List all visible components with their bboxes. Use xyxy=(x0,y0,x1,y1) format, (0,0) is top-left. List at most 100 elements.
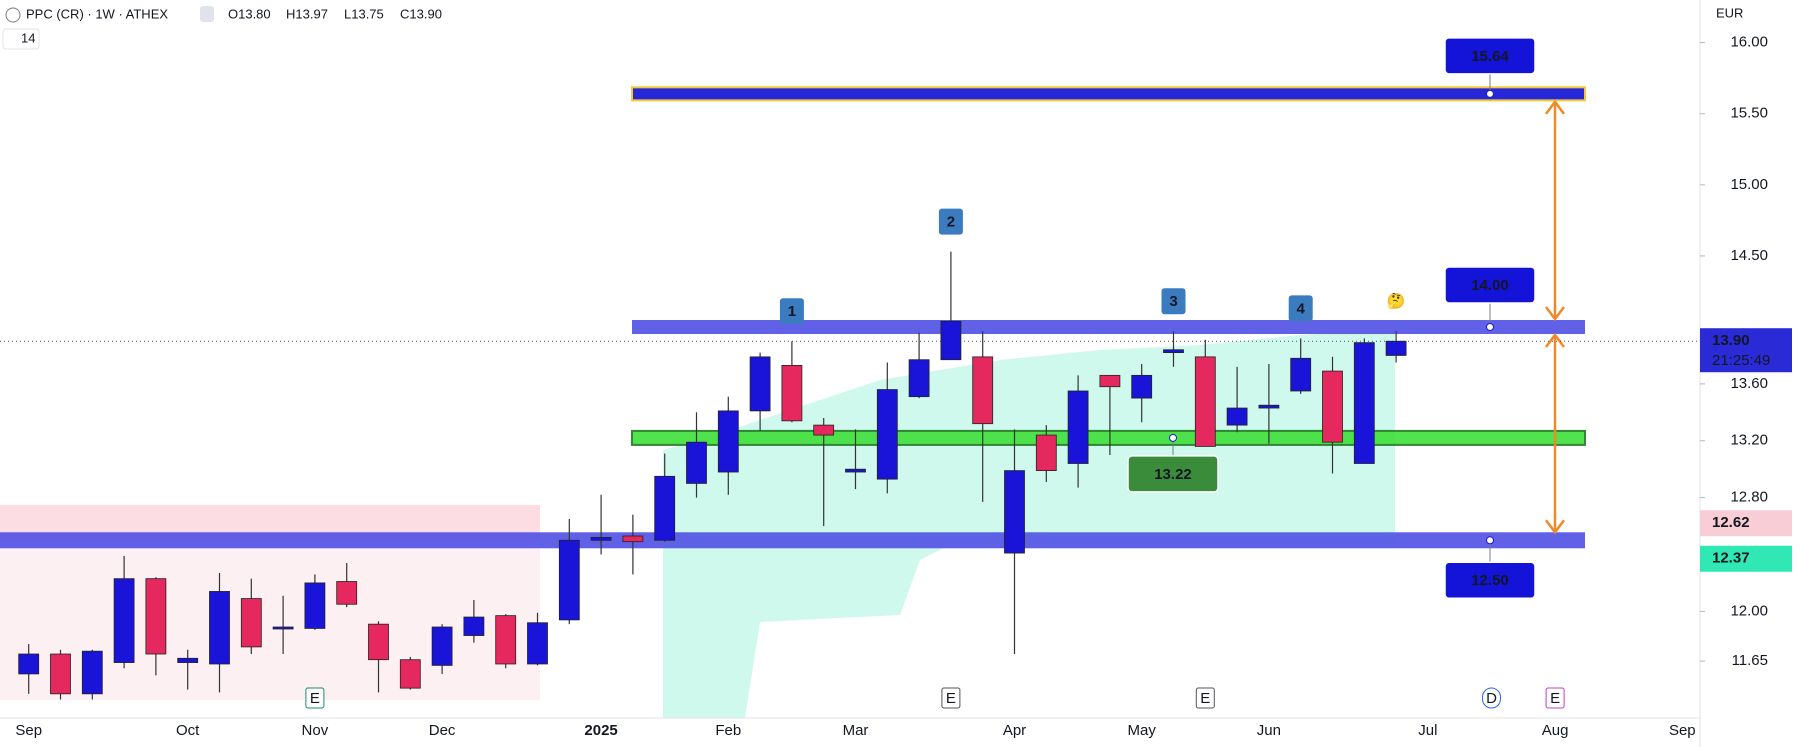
event-label: E xyxy=(946,690,956,707)
price-tag-label: 12.37 xyxy=(1712,550,1750,567)
symbol-title[interactable]: PPC (CR) · 1W · ATHEX xyxy=(26,6,168,21)
candle-body xyxy=(1163,349,1184,354)
level-label: 14.00 xyxy=(1471,277,1509,294)
candle-body xyxy=(431,626,453,666)
candle-body xyxy=(209,591,230,665)
pink-zone-faint xyxy=(0,540,540,700)
candle-body xyxy=(1131,374,1153,399)
candle-body xyxy=(113,578,135,663)
wave-marker-label: 🤔 xyxy=(1387,292,1406,310)
x-tick-label: Feb xyxy=(715,722,741,739)
level-label: 15.64 xyxy=(1471,48,1509,65)
event-marker xyxy=(1482,687,1501,709)
symbol-icon[interactable] xyxy=(5,7,21,23)
x-tick-label: Mar xyxy=(843,722,869,739)
candle-body xyxy=(368,623,389,661)
candle-body xyxy=(240,598,262,648)
x-tick-label: Apr xyxy=(1003,722,1026,739)
candle-body xyxy=(1194,356,1216,447)
wave-marker-label: 3 xyxy=(1169,293,1177,310)
arrow-head xyxy=(1545,332,1565,348)
event-marker xyxy=(1195,687,1215,709)
candle-body xyxy=(1322,370,1343,443)
candle-body xyxy=(81,650,103,695)
level-handle xyxy=(1486,323,1494,332)
level-handle xyxy=(1486,89,1494,98)
level-zone xyxy=(631,429,1586,446)
arrow-head xyxy=(1545,519,1565,535)
level-zone xyxy=(631,86,1586,102)
y-tick-label: 15.50 xyxy=(1730,105,1768,122)
indicator-chip[interactable] xyxy=(2,28,40,50)
wave-marker-label: 4 xyxy=(1297,300,1306,317)
y-tick-label: 13.60 xyxy=(1730,375,1768,392)
candle-body xyxy=(1226,407,1248,426)
candle-body xyxy=(686,441,707,484)
candle-body xyxy=(654,475,676,541)
wave-marker-label: 1 xyxy=(788,303,796,320)
x-tick-label: 2025 xyxy=(584,722,617,739)
arrow-head xyxy=(1545,99,1565,115)
candle-body xyxy=(940,320,962,361)
candle-body xyxy=(18,653,40,675)
candle-body xyxy=(272,626,294,630)
price-tag xyxy=(1700,328,1792,373)
currency-label[interactable]: EUR xyxy=(1716,5,1743,20)
candle-body xyxy=(845,468,866,473)
y-tick-label: 11.65 xyxy=(1732,652,1768,669)
candle-body xyxy=(336,581,358,605)
event-marker xyxy=(1545,687,1565,709)
x-tick-label: Dec xyxy=(429,722,456,739)
level-handle xyxy=(1169,433,1177,442)
level-zone xyxy=(632,320,1585,335)
price-tag xyxy=(1700,545,1792,572)
candle-body xyxy=(749,356,771,412)
candle-body xyxy=(972,356,994,425)
candle-body xyxy=(1004,470,1025,554)
candle-body xyxy=(813,424,835,436)
countdown: 21:25:49 xyxy=(1712,352,1770,369)
x-tick-label: Jul xyxy=(1418,722,1437,739)
y-tick-label: 15.00 xyxy=(1730,176,1768,193)
level-zone xyxy=(0,532,1585,549)
candle-body xyxy=(717,410,739,473)
candle-body xyxy=(1353,342,1375,464)
candle-body xyxy=(50,653,71,695)
x-tick-label: Oct xyxy=(176,722,200,739)
ohlc-low: L13.75 xyxy=(344,6,384,21)
candle-body xyxy=(304,582,326,629)
candle-body xyxy=(622,535,644,543)
candle-body xyxy=(908,359,930,398)
level-label-box xyxy=(1444,266,1536,304)
event-label: D xyxy=(1486,690,1497,707)
candle-body xyxy=(1258,404,1280,409)
candle-body xyxy=(463,616,485,636)
candle-body xyxy=(590,537,612,541)
candle-body xyxy=(1067,390,1089,464)
level-label-box xyxy=(1444,37,1536,75)
event-marker xyxy=(305,687,325,709)
candle-body xyxy=(1035,434,1057,472)
event-label: E xyxy=(310,690,320,707)
price-tag xyxy=(1700,510,1792,537)
x-tick-label: Jun xyxy=(1257,722,1281,739)
y-tick-label: 13.20 xyxy=(1730,432,1768,449)
wave-marker xyxy=(1288,295,1313,322)
price-tag-label: 13.90 xyxy=(1712,332,1750,349)
wave-marker-label: 2 xyxy=(947,214,955,231)
candle-body xyxy=(527,622,548,665)
level-label: 13.22 xyxy=(1154,466,1192,483)
x-tick-label: Aug xyxy=(1542,722,1569,739)
wave-marker xyxy=(938,208,963,235)
event-label: E xyxy=(1200,690,1210,707)
header-button[interactable] xyxy=(200,6,214,22)
level-label-box xyxy=(1127,455,1219,493)
indicator-label[interactable]: 14 xyxy=(21,30,35,45)
wave-marker xyxy=(1161,288,1186,315)
wave-marker xyxy=(779,298,804,325)
y-tick-label: 14.50 xyxy=(1730,247,1768,264)
price-tag-label: 12.62 xyxy=(1712,514,1750,531)
y-tick-label: 12.00 xyxy=(1730,602,1768,619)
event-marker xyxy=(941,687,961,709)
